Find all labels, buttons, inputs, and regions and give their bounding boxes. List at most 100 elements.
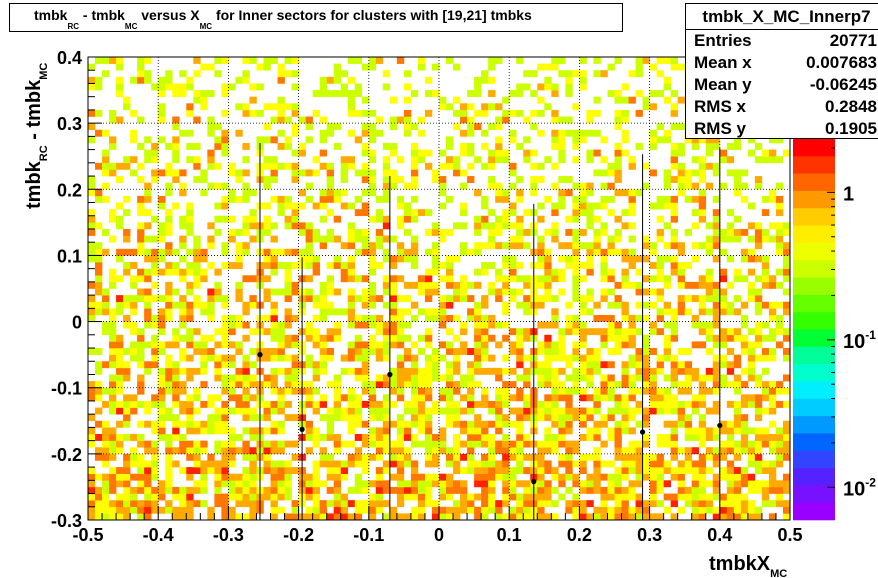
heatmap-cell	[516, 434, 524, 441]
heatmap-cell	[551, 209, 559, 217]
heatmap-cell	[691, 182, 700, 190]
heatmap-cell	[102, 182, 110, 190]
heatmap-cell	[242, 103, 250, 111]
heatmap-cell	[446, 341, 454, 349]
heatmap-cell	[151, 142, 159, 150]
heatmap-cell	[123, 195, 131, 203]
heatmap-cell	[116, 381, 124, 389]
heatmap-cell	[719, 248, 728, 256]
heatmap-cell	[431, 506, 440, 514]
heatmap-cell	[712, 281, 721, 289]
heatmap-cell	[221, 149, 229, 157]
heatmap-cell	[130, 486, 138, 494]
heatmap-cell	[221, 427, 229, 435]
heatmap-cell	[726, 334, 735, 342]
heatmap-cell	[137, 268, 145, 276]
heatmap-cell	[467, 453, 475, 461]
heatmap-cell	[467, 90, 475, 97]
heatmap-cell	[551, 400, 559, 408]
heatmap-cell	[607, 427, 615, 435]
heatmap-cell	[649, 136, 657, 144]
heatmap-cell	[88, 222, 96, 230]
heatmap-cell	[572, 262, 580, 269]
heatmap-cell	[424, 420, 433, 428]
heatmap-cell	[768, 328, 777, 336]
heatmap-cell	[656, 354, 664, 362]
heatmap-cell	[628, 235, 636, 243]
heatmap-cell	[116, 57, 124, 64]
heatmap-cell	[277, 354, 285, 362]
heatmap-cell	[684, 486, 693, 494]
heatmap-cell	[284, 262, 292, 269]
heatmap-cell	[284, 513, 292, 521]
heatmap-cell	[326, 420, 334, 428]
heatmap-cell	[439, 374, 447, 382]
heatmap-cell	[347, 228, 356, 236]
heatmap-cell	[221, 354, 229, 362]
heatmap-cell	[347, 394, 356, 402]
heatmap-cell	[460, 381, 468, 389]
heatmap-cell	[361, 109, 370, 117]
heatmap-cell	[600, 169, 608, 177]
heatmap-cell	[747, 222, 756, 230]
heatmap-cell	[347, 341, 356, 349]
heatmap-cell	[782, 262, 791, 269]
heatmap-cell	[733, 275, 742, 283]
heatmap-cell	[670, 215, 678, 223]
heatmap-cell	[495, 295, 503, 303]
heatmap-cell	[488, 242, 496, 250]
heatmap-cell	[579, 275, 587, 283]
heatmap-cell	[116, 295, 124, 303]
heatmap-cell	[88, 506, 96, 514]
heatmap-cell	[649, 275, 657, 283]
heatmap-cell	[621, 394, 629, 402]
heatmap-cell	[123, 513, 131, 521]
heatmap-cell	[382, 334, 391, 342]
heatmap-cell	[389, 96, 398, 104]
heatmap-cell	[579, 136, 587, 144]
heatmap-cell	[165, 182, 173, 190]
heatmap-cell	[439, 314, 447, 322]
heatmap-cell	[249, 394, 257, 402]
heatmap-cell	[628, 341, 636, 349]
heatmap-cell	[593, 467, 601, 474]
heatmap-cell	[410, 341, 419, 349]
heatmap-cell	[754, 427, 763, 435]
heatmap-cell	[396, 222, 405, 230]
heatmap-cell	[151, 314, 159, 322]
heatmap-cell	[628, 381, 636, 389]
heatmap-cell	[558, 288, 566, 296]
heatmap-cell	[586, 453, 594, 461]
heatmap-cell	[193, 348, 201, 355]
heatmap-cell	[361, 341, 370, 349]
heatmap-cell	[754, 255, 763, 263]
heatmap-cell	[502, 334, 510, 342]
heatmap-cell	[768, 460, 777, 468]
heatmap-cell	[319, 116, 327, 124]
heatmap-cell	[396, 460, 405, 468]
heatmap-cell	[137, 473, 145, 481]
heatmap-cell	[775, 202, 784, 210]
heatmap-cell	[656, 202, 664, 210]
heatmap-cell	[396, 248, 405, 256]
heatmap-cell	[270, 440, 278, 448]
heatmap-cell	[747, 268, 756, 276]
heatmap-cell	[586, 189, 594, 197]
heatmap-cell	[382, 248, 391, 256]
heatmap-cell	[137, 453, 145, 461]
heatmap-cell	[333, 434, 342, 441]
heatmap-cell	[277, 400, 285, 408]
heatmap-cell	[263, 328, 271, 336]
heatmap-cell	[663, 334, 671, 342]
heatmap-cell	[523, 367, 531, 375]
heatmap-cell	[186, 467, 194, 474]
heatmap-cell	[691, 447, 700, 455]
heatmap-cell	[502, 116, 510, 124]
heatmap-cell	[151, 281, 159, 289]
heatmap-cell	[88, 513, 96, 521]
heatmap-cell	[495, 57, 503, 64]
heatmap-cell	[319, 453, 327, 461]
heatmap-cell	[396, 453, 405, 461]
heatmap-cell	[137, 467, 145, 474]
heatmap-cell	[361, 176, 370, 183]
